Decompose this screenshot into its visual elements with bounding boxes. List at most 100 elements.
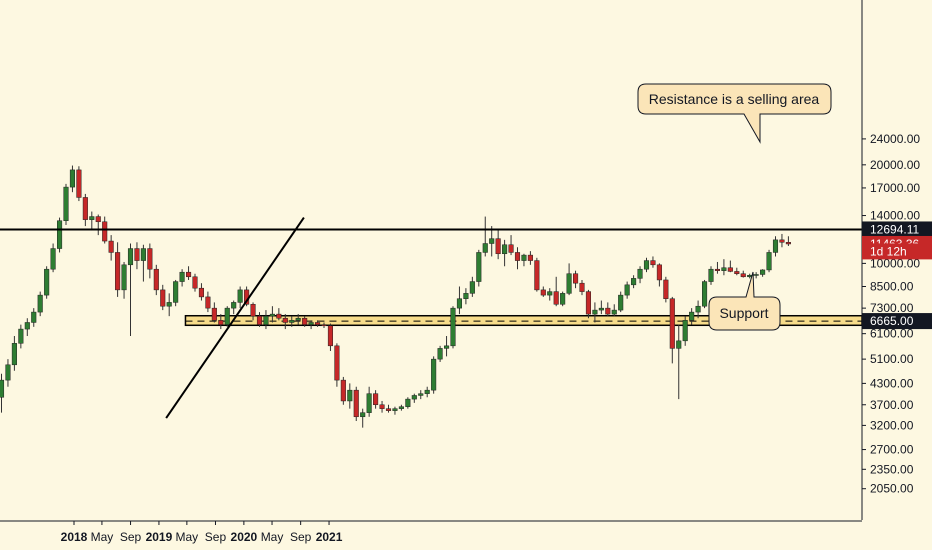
candle-body bbox=[598, 307, 604, 311]
candle-body bbox=[321, 324, 327, 326]
price-tick-label: 14000.00 bbox=[870, 209, 920, 223]
candle-body bbox=[392, 408, 398, 411]
candle-body bbox=[166, 302, 172, 307]
candle-body bbox=[263, 315, 269, 325]
candle-body bbox=[611, 309, 617, 315]
time-tick-label: Sep bbox=[290, 530, 312, 544]
candle-body bbox=[560, 293, 566, 305]
price-tick-label: 20000.00 bbox=[870, 158, 920, 172]
candle-body bbox=[89, 216, 95, 220]
candle-body bbox=[295, 317, 301, 321]
candle-body bbox=[482, 243, 488, 253]
candle-body bbox=[24, 322, 30, 330]
candle-body bbox=[315, 322, 321, 325]
price-tick-label: 7300.00 bbox=[870, 301, 914, 315]
candle-body bbox=[734, 271, 740, 274]
candle-body bbox=[373, 393, 379, 406]
price-tick-label: 2700.00 bbox=[870, 443, 914, 457]
candle-body bbox=[147, 248, 153, 270]
candle-body bbox=[37, 294, 43, 313]
candle-body bbox=[527, 254, 533, 261]
candle-body bbox=[779, 239, 785, 243]
ascending-trendline bbox=[165, 217, 305, 419]
candle-body bbox=[760, 269, 766, 275]
candle-body bbox=[618, 294, 624, 311]
candle-body bbox=[57, 220, 63, 249]
resistance-callout-bubble bbox=[637, 83, 832, 144]
candle-body bbox=[82, 197, 88, 220]
candle-body bbox=[476, 252, 482, 282]
candle-body bbox=[127, 248, 134, 266]
candle-body bbox=[489, 238, 495, 244]
candle-body bbox=[708, 268, 714, 282]
price-tick-label: 3700.00 bbox=[870, 398, 914, 412]
candle-body bbox=[714, 268, 721, 271]
candle-body bbox=[695, 305, 701, 313]
candle-body bbox=[192, 276, 198, 289]
candle-body bbox=[650, 260, 656, 266]
price-tick-label: 2050.00 bbox=[870, 482, 914, 496]
price-tick-label: 2350.00 bbox=[870, 462, 914, 476]
candle-body bbox=[682, 320, 688, 342]
candle-body bbox=[173, 281, 179, 303]
time-axis[interactable]: 2018 May Sep 2019 May Sep 2020 May Sep 2021 bbox=[61, 521, 343, 544]
candle-body bbox=[353, 389, 359, 418]
candle-body bbox=[637, 268, 643, 279]
candle-body bbox=[95, 216, 101, 223]
candle-body bbox=[360, 412, 366, 418]
candle-body bbox=[643, 260, 650, 270]
time-tick-label: May bbox=[91, 530, 114, 544]
candle-body bbox=[276, 313, 282, 319]
candle-body bbox=[282, 317, 288, 323]
candle-body bbox=[205, 296, 211, 309]
candle-body bbox=[592, 309, 598, 315]
candle-body bbox=[11, 343, 17, 366]
price-tick-label: 24000.00 bbox=[870, 132, 920, 146]
price-tick-label: 10000.00 bbox=[870, 256, 920, 270]
candle-body bbox=[385, 408, 392, 411]
candle-body bbox=[69, 169, 76, 188]
candle-body bbox=[411, 395, 417, 400]
support-callout[interactable]: Support bbox=[708, 271, 781, 331]
candle-body bbox=[289, 320, 295, 323]
candle-body bbox=[418, 393, 424, 396]
candle-body bbox=[424, 389, 430, 394]
candle-body bbox=[231, 302, 237, 309]
candle-body bbox=[624, 284, 630, 296]
candle-body bbox=[663, 279, 669, 299]
candle-body bbox=[521, 254, 527, 261]
price-tag-box bbox=[862, 243, 932, 260]
price-tag-label: 6665.00 bbox=[870, 314, 914, 328]
candle-body bbox=[31, 311, 37, 323]
price-tick-label: 4300.00 bbox=[870, 376, 914, 390]
price-tag-label: 1d 12h bbox=[870, 244, 907, 258]
candle-body bbox=[553, 291, 559, 305]
candle-body bbox=[656, 264, 662, 281]
candle-body bbox=[702, 281, 708, 307]
candle-body bbox=[327, 325, 333, 347]
price-axis[interactable]: 24000.00 20000.00 17000.00 14000.00 10000.00… bbox=[862, 132, 920, 496]
time-tick-label: 2021 bbox=[316, 530, 343, 544]
candle-body bbox=[179, 271, 185, 282]
candle-body bbox=[437, 348, 443, 360]
candle-body bbox=[727, 267, 733, 272]
candle-body bbox=[605, 307, 611, 315]
support-callout-bubble bbox=[708, 271, 781, 331]
candle-body bbox=[573, 273, 579, 284]
candle-body bbox=[218, 320, 224, 325]
resistance-callout[interactable]: Resistance is a selling area bbox=[637, 83, 832, 144]
candle-body bbox=[508, 244, 514, 253]
candle-body bbox=[108, 240, 114, 253]
candle-body bbox=[502, 244, 508, 255]
candle-body bbox=[18, 328, 24, 344]
time-tick-label: 2018 bbox=[61, 530, 88, 544]
price-tag-label: 12694.11 bbox=[870, 222, 919, 236]
candle-body bbox=[237, 289, 243, 303]
time-tick-label: Sep bbox=[205, 530, 227, 544]
candle-body bbox=[153, 268, 159, 291]
candle-body bbox=[302, 317, 308, 325]
candle-body bbox=[772, 239, 779, 253]
